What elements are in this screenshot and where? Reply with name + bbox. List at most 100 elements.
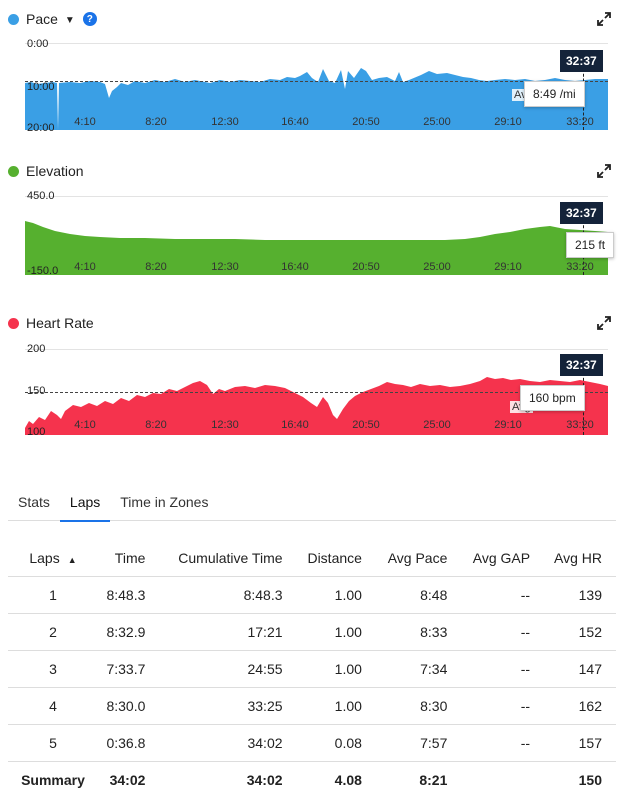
pace-area	[25, 68, 608, 130]
column-header-time[interactable]: Time	[114, 550, 146, 566]
heart-rate-x-tick: 33:20	[566, 419, 594, 431]
cell: --	[461, 724, 545, 762]
cell: 1.00	[296, 576, 376, 614]
cell: 24:55	[159, 650, 297, 688]
cell: 8:32.9	[98, 613, 160, 651]
heart-rate-tooltip: 160 bpm	[520, 385, 585, 411]
cell: 157	[544, 724, 616, 762]
laps-table: Laps ▲ Time Cumulative Time Distance Avg …	[8, 540, 616, 798]
heart-rate-x-tick: 8:20	[145, 419, 167, 431]
expand-heart-rate-icon[interactable]	[597, 316, 611, 330]
column-header-avg-pace[interactable]: Avg Pace	[387, 550, 448, 566]
heart-rate-grid-top	[25, 349, 608, 350]
cell: 8:48.3	[98, 576, 160, 614]
pace-title: Pace	[26, 11, 58, 27]
cell: 0.08	[296, 724, 376, 762]
elevation-tooltip: 215 ft	[566, 232, 615, 258]
cell: --	[461, 687, 545, 725]
cell: 1.00	[296, 613, 376, 651]
elevation-x-tick: 8:20	[145, 261, 167, 273]
cell: 34:02	[98, 761, 160, 798]
cell: 8:30.0	[98, 687, 160, 725]
cell: 34:02	[159, 761, 297, 798]
heart-rate-x-tick: 12:30	[211, 419, 239, 431]
cell: 4.08	[296, 761, 376, 798]
elevation-cursor-time: 32:37	[560, 202, 603, 224]
sort-ascending-icon: ▲	[67, 555, 77, 565]
heart-rate-area	[25, 377, 608, 435]
pace-y-tick-2: 20:00	[27, 122, 55, 134]
elevation-x-tick: 29:10	[494, 261, 522, 273]
pace-dropdown-caret-icon[interactable]: ▼	[64, 14, 75, 26]
analysis-tabs: Stats Laps Time in Zones	[8, 486, 616, 522]
elevation-y-tick-1: -150.0	[27, 265, 59, 277]
tab-stats[interactable]: Stats	[18, 494, 50, 510]
heart-rate-x-tick: 25:00	[423, 419, 451, 431]
heart-rate-area-chart	[25, 377, 608, 435]
pace-x-tick: 20:50	[352, 116, 380, 128]
pace-legend-dot	[8, 13, 19, 25]
cell: 5	[8, 724, 98, 762]
cell: --	[461, 650, 545, 688]
pace-area-chart	[25, 68, 608, 130]
table-row: 3 7:33.7 24:55 1.00 7:34 -- 147	[8, 650, 616, 688]
cell	[461, 761, 545, 798]
expand-pace-icon[interactable]	[597, 12, 611, 26]
table-row: 2 8:32.9 17:21 1.00 8:33 -- 152	[8, 613, 616, 651]
elevation-header: Elevation	[8, 162, 84, 180]
cell: 34:02	[159, 724, 297, 762]
expand-elevation-icon[interactable]	[597, 164, 611, 178]
cell: 8:48.3	[159, 576, 297, 614]
pace-x-tick: 33:20	[566, 116, 594, 128]
table-row: 1 8:48.3 8:48.3 1.00 8:48 -- 139	[8, 576, 616, 614]
cell: 7:34	[375, 650, 462, 688]
cell: 1.00	[296, 650, 376, 688]
pace-tooltip: 8:49 /mi	[524, 81, 585, 107]
tab-laps[interactable]: Laps	[59, 486, 111, 522]
column-header-cumulative-time[interactable]: Cumulative Time	[178, 550, 283, 566]
elevation-area-chart	[25, 221, 608, 275]
cell: 147	[544, 650, 616, 688]
cell: 17:21	[159, 613, 297, 651]
cell: 139	[544, 576, 616, 614]
heart-rate-title: Heart Rate	[26, 315, 94, 331]
cell: 3	[8, 650, 98, 688]
cell: 152	[544, 613, 616, 651]
elevation-x-tick: 12:30	[211, 261, 239, 273]
table-row: 4 8:30.0 33:25 1.00 8:30 -- 162	[8, 687, 616, 725]
heart-rate-x-tick: 20:50	[352, 419, 380, 431]
elevation-x-tick: 20:50	[352, 261, 380, 273]
heart-rate-x-tick: 16:40	[281, 419, 309, 431]
cell: Summary	[8, 761, 98, 798]
heart-rate-header: Heart Rate	[8, 314, 94, 332]
heart-rate-legend-dot	[8, 317, 19, 329]
column-header-avg-hr[interactable]: Avg HR	[554, 550, 602, 566]
elevation-x-tick: 4:10	[74, 261, 96, 273]
tab-time-in-zones[interactable]: Time in Zones	[120, 494, 209, 510]
pace-x-tick: 4:10	[74, 116, 96, 128]
cell: 8:33	[375, 613, 462, 651]
cell: 33:25	[159, 687, 297, 725]
pace-x-tick: 29:10	[494, 116, 522, 128]
pace-grid-top	[25, 43, 608, 44]
cell: 7:33.7	[98, 650, 160, 688]
cell: 150	[544, 761, 616, 798]
heart-rate-x-tick: 4:10	[74, 419, 96, 431]
table-header-row: Laps ▲ Time Cumulative Time Distance Avg …	[8, 540, 616, 577]
cell: 8:30	[375, 687, 462, 725]
pace-y-tick-0: 0:00	[27, 38, 49, 50]
cell: 8:48	[375, 576, 462, 614]
help-icon[interactable]: ?	[82, 12, 97, 26]
elevation-title: Elevation	[26, 163, 84, 179]
cell: 1	[8, 576, 98, 614]
elevation-grid-top	[25, 196, 608, 197]
cell: 4	[8, 687, 98, 725]
column-header-avg-gap[interactable]: Avg GAP	[472, 550, 531, 566]
elevation-y-tick-0: 450.0	[27, 190, 55, 202]
column-header-distance[interactable]: Distance	[307, 550, 362, 566]
heart-rate-y-tick-1: 150	[27, 385, 46, 397]
column-header-laps[interactable]: Laps ▲	[8, 540, 98, 577]
elevation-x-tick: 33:20	[566, 261, 594, 273]
heart-rate-y-tick-0: 200	[27, 343, 46, 355]
cell: 0:36.8	[98, 724, 160, 762]
